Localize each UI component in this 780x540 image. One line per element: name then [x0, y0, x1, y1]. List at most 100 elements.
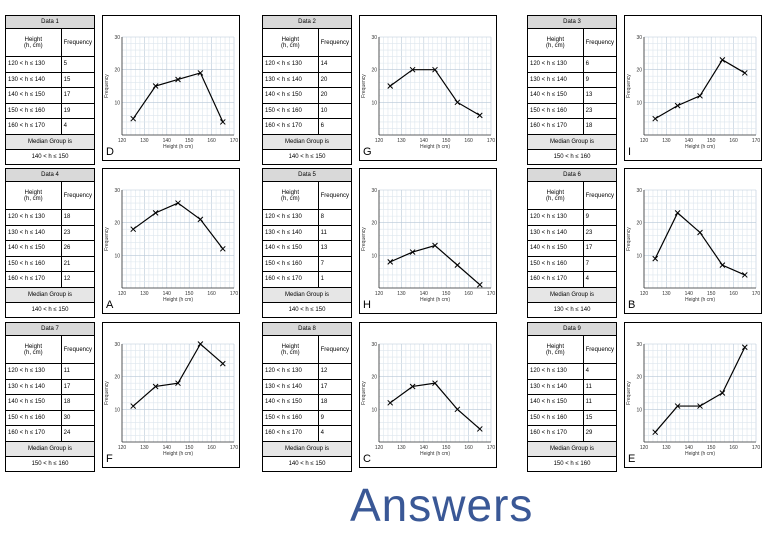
x-tick-label: 120	[118, 291, 127, 297]
data-point-marker	[719, 57, 726, 63]
y-axis-label: Frequency	[361, 74, 367, 98]
x-tick-label: 150	[185, 138, 194, 144]
frequency-polygon-graph: 10 20 30 120 130 140 150 160 170 Height (h cm) Fre…	[359, 322, 497, 468]
table-row: 140 < h ≤ 150 11	[527, 394, 618, 411]
median-value: 140 < h ≤ 150	[262, 301, 352, 318]
frequency-cell: 15	[582, 409, 618, 426]
y-tick-label: 30	[371, 188, 377, 194]
graph-letter: A	[106, 299, 114, 311]
height-range-cell: 130 < h ≤ 140	[5, 71, 62, 88]
y-tick-label: 30	[636, 188, 642, 194]
data-point-marker	[652, 255, 659, 262]
y-axis-label: Frequency	[104, 74, 110, 98]
x-axis-label: Height (h cm)	[420, 144, 450, 150]
frequency-cell: 1	[317, 271, 353, 288]
x-tick-label: 140	[420, 138, 429, 144]
data-point-marker	[697, 403, 703, 409]
data-point-marker	[130, 403, 137, 409]
height-range-cell: 130 < h ≤ 140	[527, 71, 584, 88]
y-tick-label: 30	[114, 35, 120, 41]
data-point-marker	[697, 92, 703, 99]
data-point-marker	[454, 262, 461, 268]
table-row: 140 < h ≤ 150 18	[5, 394, 96, 411]
x-tick-label: 140	[163, 445, 172, 451]
x-tick-label: 140	[420, 291, 429, 297]
y-tick-label: 20	[371, 68, 377, 74]
height-header-label: Height	[546, 36, 564, 43]
x-tick-label: 170	[230, 445, 239, 451]
frequency-polygon-graph: 10 20 30 120 130 140 150 160 170 Height (h cm) Fre…	[102, 322, 240, 468]
data-point-marker	[387, 259, 394, 265]
y-tick-label: 10	[636, 100, 642, 106]
height-range-cell: 130 < h ≤ 140	[262, 71, 319, 88]
data-point-marker	[454, 99, 461, 106]
frequency-cell: 15	[60, 71, 96, 88]
frequency-cell: 6	[582, 56, 618, 73]
data-panel: Data 8 Height (h, cm) Frequency 120 < h ≤ 13…	[262, 322, 512, 472]
y-axis-label: Frequency	[626, 227, 632, 251]
y-axis-label: Frequency	[104, 381, 110, 405]
frequency-cell: 5	[60, 56, 96, 73]
x-tick-label: 120	[640, 291, 649, 297]
y-tick-label: 20	[114, 68, 120, 74]
table-row: 140 < h ≤ 150 17	[5, 87, 96, 104]
height-header: Height (h, cm)	[527, 335, 584, 364]
x-tick-label: 150	[442, 445, 451, 451]
height-range-cell: 150 < h ≤ 160	[527, 102, 584, 119]
grid	[121, 36, 235, 136]
grid	[378, 36, 492, 136]
x-tick-label: 150	[442, 291, 451, 297]
table-row: 130 < h ≤ 140 17	[5, 378, 96, 395]
x-tick-label: 160	[464, 138, 473, 144]
frequency-cell: 18	[60, 394, 96, 411]
x-tick-label: 120	[375, 291, 384, 297]
data-point-marker	[197, 216, 204, 223]
data-panel: Data 5 Height (h, cm) Frequency 120 < h ≤ 13…	[262, 168, 512, 318]
graph-svg: 10 20 30 120 130 140 150 160 170 Height (h cm) Fre…	[359, 168, 497, 314]
height-range-cell: 140 < h ≤ 150	[262, 240, 319, 257]
table-row: 130 < h ≤ 140 15	[5, 71, 96, 88]
data-point-marker	[741, 272, 748, 278]
height-range-cell: 130 < h ≤ 140	[5, 224, 62, 241]
x-tick-label: 130	[662, 138, 671, 144]
height-header: Height (h, cm)	[527, 28, 584, 57]
answers-heading: Answers	[350, 479, 534, 531]
frequency-cell: 10	[317, 102, 353, 119]
x-tick-label: 160	[464, 291, 473, 297]
x-tick-label: 120	[375, 445, 384, 451]
data-point-marker	[652, 429, 659, 436]
data-point-marker	[387, 83, 394, 89]
y-tick-label: 10	[636, 407, 642, 413]
table-row: 150 < h ≤ 160 10	[262, 102, 353, 119]
height-range-cell: 150 < h ≤ 160	[527, 409, 584, 426]
height-header-unit: (h, cm)	[280, 195, 300, 202]
table-row: 140 < h ≤ 150 13	[262, 240, 353, 257]
table-row: 130 < h ≤ 140 23	[5, 224, 96, 241]
y-tick-label: 10	[114, 100, 120, 106]
height-range-cell: 140 < h ≤ 150	[5, 87, 62, 104]
data-point-marker	[130, 226, 137, 233]
table-row: 160 < h ≤ 170 6	[262, 118, 353, 135]
data-point-marker	[674, 403, 681, 409]
table-row: 120 < h ≤ 130 12	[262, 363, 353, 380]
median-label: Median Group is	[5, 133, 95, 150]
height-range-cell: 120 < h ≤ 130	[262, 363, 319, 380]
data-panel: Data 9 Height (h, cm) Frequency 120 < h ≤ 13…	[527, 322, 777, 472]
frequency-table: Data 9 Height (h, cm) Frequency 120 < h ≤ 13…	[527, 322, 618, 472]
frequency-cell: 29	[582, 425, 618, 442]
frequency-cell: 9	[317, 409, 353, 426]
median-label: Median Group is	[5, 440, 95, 457]
frequency-polygon-graph: 10 20 30 120 130 140 150 160 170 Height (h cm) Fre…	[102, 15, 240, 161]
x-axis-label: Height (h cm)	[685, 451, 715, 457]
data-point-marker	[454, 406, 461, 413]
graph-letter: I	[628, 146, 631, 158]
height-header: Height (h, cm)	[5, 28, 62, 57]
frequency-cell: 8	[317, 209, 353, 226]
table-title: Data 7	[5, 322, 95, 336]
x-tick-label: 120	[375, 138, 384, 144]
y-axis-label: Frequency	[361, 381, 367, 405]
frequency-cell: 13	[582, 87, 618, 104]
data-point-marker	[741, 70, 748, 76]
frequency-cell: 21	[60, 255, 96, 272]
x-tick-label: 130	[662, 445, 671, 451]
